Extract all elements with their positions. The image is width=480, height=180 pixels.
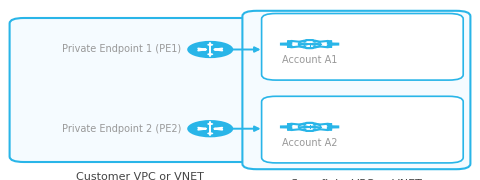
Circle shape bbox=[207, 123, 213, 125]
Circle shape bbox=[187, 120, 233, 137]
FancyBboxPatch shape bbox=[262, 96, 463, 163]
FancyBboxPatch shape bbox=[262, 14, 463, 80]
Circle shape bbox=[187, 41, 233, 58]
Circle shape bbox=[207, 132, 213, 135]
Circle shape bbox=[207, 53, 213, 55]
Text: Private Endpoint 1 (PE1): Private Endpoint 1 (PE1) bbox=[62, 44, 181, 55]
Text: Snowflake VPC or VNET: Snowflake VPC or VNET bbox=[291, 179, 422, 180]
Text: Account A2: Account A2 bbox=[282, 138, 337, 148]
Text: Private Endpoint 2 (PE2): Private Endpoint 2 (PE2) bbox=[62, 124, 181, 134]
Text: Account A1: Account A1 bbox=[282, 55, 337, 65]
FancyBboxPatch shape bbox=[10, 18, 271, 162]
FancyBboxPatch shape bbox=[242, 11, 470, 169]
Text: Customer VPC or VNET: Customer VPC or VNET bbox=[76, 172, 204, 180]
Circle shape bbox=[207, 44, 213, 46]
